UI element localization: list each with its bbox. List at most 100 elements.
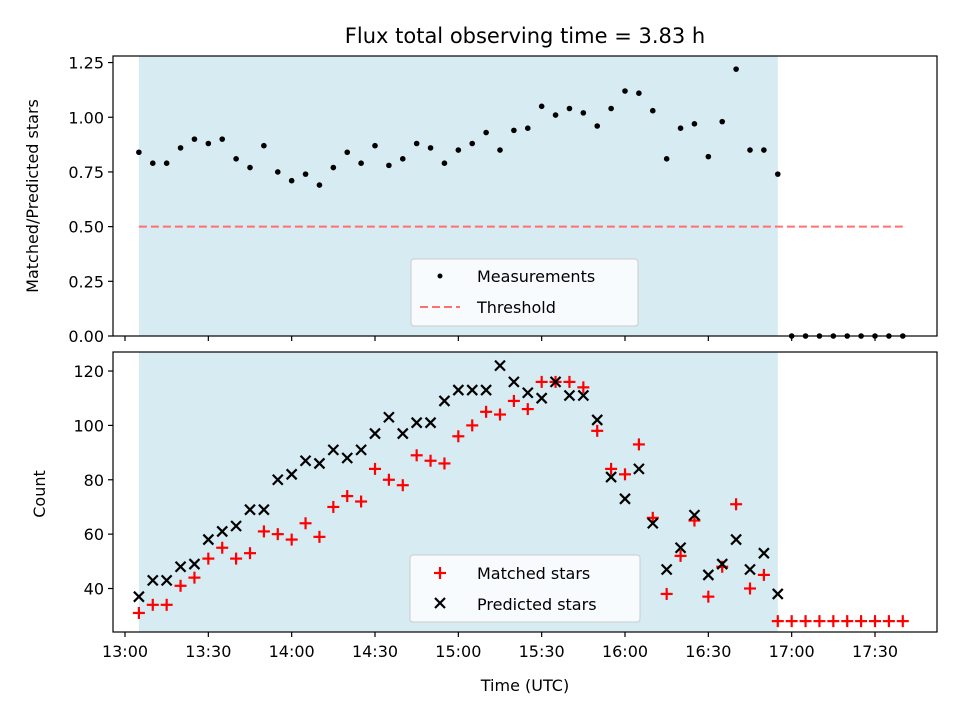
- ratio-y-axis-label: Matched/Predicted stars: [23, 99, 42, 293]
- matched-star-point: [632, 438, 645, 451]
- measurement-point: [594, 123, 601, 129]
- predicted-star-point: [716, 558, 729, 570]
- predicted-star-point: [202, 533, 215, 546]
- matched-star-point: [480, 405, 493, 418]
- measurement-point: [747, 147, 753, 153]
- predicted-star-point: [521, 386, 534, 399]
- predicted-star-point: [674, 541, 687, 554]
- predicted-star-point: [146, 574, 159, 587]
- matched-star-point: [216, 541, 229, 554]
- y-tick-label: 100: [73, 416, 104, 435]
- matched-star-point: [230, 552, 243, 565]
- matched-star-point: [521, 403, 534, 416]
- matched-star-point: [535, 375, 548, 388]
- matched-star-point: [494, 408, 506, 421]
- measurement-point: [233, 156, 239, 162]
- measurement-point: [636, 90, 642, 96]
- ratio-legend: Measurements Threshold: [410, 258, 639, 327]
- matched-star-point: [591, 424, 604, 437]
- predicted-star-point: [355, 444, 367, 456]
- matched-star-point: [271, 528, 284, 541]
- y-tick-label: 0.75: [68, 163, 104, 182]
- y-tick-label: 0.00: [68, 327, 104, 346]
- predicted-star-point: [160, 574, 173, 587]
- y-tick-label: 1.00: [68, 108, 104, 127]
- matched-star-point: [813, 615, 826, 628]
- legend-measurements-label: Measurements: [477, 267, 595, 286]
- predicted-star-point: [730, 533, 742, 546]
- predicted-star-point: [327, 444, 340, 456]
- predicted-star-point: [271, 473, 284, 486]
- measurement-point: [705, 153, 712, 160]
- matched-star-point: [674, 549, 687, 562]
- predicted-star-point: [702, 569, 715, 581]
- measurement-point: [399, 156, 406, 162]
- measurement-point: [219, 136, 226, 142]
- count-y-axis-label: Count: [30, 470, 49, 518]
- matched-star-point: [730, 498, 743, 511]
- legend-threshold-label: Threshold: [476, 298, 556, 317]
- measurement-point: [552, 112, 559, 118]
- count-x-ticks: 13:00 13:30 14:00 14:30 15:00 15:30 16:00 16:30…: [102, 632, 898, 661]
- predicted-star-point: [660, 563, 673, 576]
- matched-star-point: [146, 598, 159, 611]
- matched-star-point: [299, 517, 312, 530]
- matched-star-point: [355, 495, 368, 508]
- matched-star-point: [341, 490, 354, 503]
- predicted-star-point: [369, 427, 381, 440]
- matched-star-point: [563, 375, 576, 388]
- matched-star-point: [466, 419, 479, 432]
- predicted-star-point: [424, 416, 437, 429]
- matched-star-point: [396, 479, 409, 492]
- predicted-star-point: [341, 452, 354, 464]
- matched-star-point: [369, 462, 381, 475]
- x-tick-label: 16:30: [685, 642, 731, 661]
- measurement-point: [677, 125, 684, 131]
- measurement-point: [358, 160, 364, 166]
- ratio-x-ticks: [124, 336, 876, 341]
- y-tick-label: 0.50: [68, 218, 104, 237]
- predicted-star-point: [174, 560, 187, 573]
- predicted-star-point: [508, 376, 520, 388]
- x-tick-label: 13:30: [185, 642, 231, 661]
- matched-star-point: [160, 598, 173, 611]
- predicted-star-point: [591, 414, 604, 426]
- legend-matched-marker: [434, 567, 446, 579]
- measurement-point: [427, 145, 434, 151]
- x-tick-label: 17:30: [852, 642, 898, 661]
- predicted-star-point: [466, 384, 479, 396]
- matched-star-point: [285, 533, 298, 546]
- matched-star-point: [188, 571, 201, 584]
- matched-star-point: [313, 530, 326, 543]
- measurement-point: [497, 147, 503, 153]
- predicted-star-point: [605, 471, 617, 483]
- matched-star-point: [132, 606, 145, 619]
- matched-star-point: [841, 615, 854, 628]
- measurement-point: [649, 107, 656, 114]
- measurement-point: [386, 162, 392, 169]
- predicted-stars-points: [133, 359, 784, 603]
- matched-star-point: [452, 430, 465, 443]
- count-panel: 40 60 80 100 120 13:00 13:30 14:00 14:30 15:00 15…: [30, 351, 938, 695]
- y-tick-label: 40: [84, 580, 104, 599]
- measurement-point: [566, 105, 573, 112]
- measurement-point: [511, 127, 517, 134]
- predicted-star-point: [535, 392, 548, 404]
- matched-star-point: [605, 462, 618, 475]
- measurement-point: [136, 149, 142, 156]
- legend-predicted-marker: [434, 597, 446, 609]
- predicted-star-point: [633, 463, 645, 475]
- measurement-point: [469, 140, 476, 147]
- matched-star-point: [855, 615, 868, 628]
- ratio-panel: 0.00 0.25 0.50 0.75 1.00 1.25 Matched/Predict…: [23, 54, 938, 346]
- x-tick-label: 14:30: [352, 642, 398, 661]
- measurement-point: [524, 125, 531, 131]
- measurement-point: [538, 103, 545, 110]
- y-tick-label: 80: [84, 471, 104, 490]
- y-tick-label: 60: [84, 525, 104, 544]
- predicted-star-point: [133, 590, 145, 603]
- measurement-point: [455, 147, 462, 153]
- measurement-point: [247, 164, 253, 171]
- matched-star-point: [827, 615, 840, 628]
